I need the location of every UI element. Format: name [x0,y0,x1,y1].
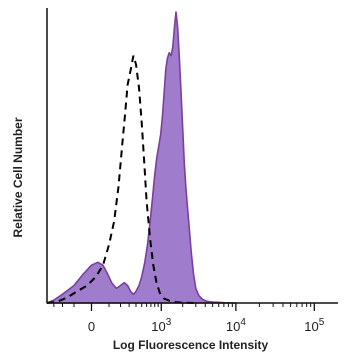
stained-histogram-area [46,11,237,304]
x-tick-label: 0 [88,319,95,334]
plot-area [46,11,237,304]
axes [46,8,338,304]
x-tick-label: 105 [304,317,324,334]
y-axis-title: Relative Cell Number [11,117,25,237]
x-tick-label: 103 [151,317,171,334]
x-tick-label: 104 [226,317,246,334]
x-axis-title: Log Fluorescence Intensity [113,338,269,352]
x-axis-ticks: 0 103 104 105 [53,303,325,334]
control-histogram-line [46,55,196,304]
